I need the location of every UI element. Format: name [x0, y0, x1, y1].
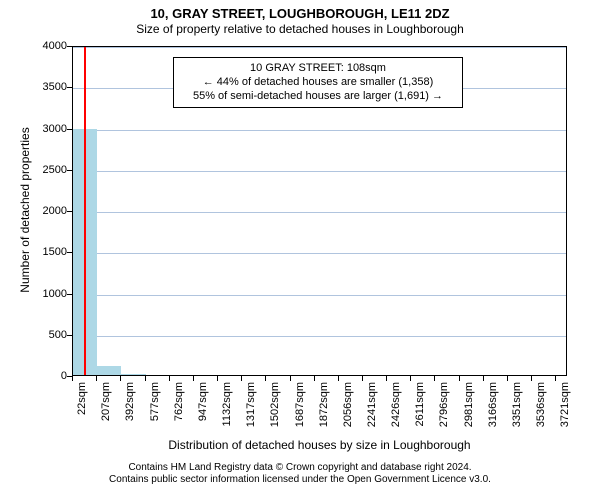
reference-line: [84, 47, 86, 375]
x-axis-ticks: 22sqm 207sqm 392sqm 577sqm 762sqm 947sqm 1132s…: [72, 376, 567, 436]
info-box: 10 GRAY STREET: 108sqm← 44% of detached …: [173, 57, 463, 108]
gridline: [73, 47, 566, 48]
x-tick-label: 2056sqm: [342, 382, 354, 427]
x-tick-mark: [362, 376, 363, 381]
x-tick-mark: [434, 376, 435, 381]
y-tick-mark: [67, 335, 72, 336]
y-tick-mark: [67, 211, 72, 212]
x-tick-label: 392sqm: [124, 382, 136, 421]
y-tick-label: 2000: [43, 205, 67, 217]
x-tick-mark: [145, 376, 146, 381]
y-tick-label: 3500: [43, 81, 67, 93]
x-tick-label: 1317sqm: [245, 382, 257, 427]
gridline: [73, 295, 566, 296]
y-tick-mark: [67, 87, 72, 88]
x-tick-mark: [459, 376, 460, 381]
x-tick-mark: [386, 376, 387, 381]
x-tick-label: 1502sqm: [269, 382, 281, 427]
x-tick-mark: [265, 376, 266, 381]
y-tick-mark: [67, 129, 72, 130]
x-tick-label: 1872sqm: [318, 382, 330, 427]
gridline: [73, 171, 566, 172]
footer: Contains HM Land Registry data © Crown c…: [0, 462, 600, 486]
histogram-bar: [121, 374, 145, 375]
gridline: [73, 212, 566, 213]
footer-line: Contains HM Land Registry data © Crown c…: [0, 462, 600, 474]
x-tick-mark: [72, 376, 73, 381]
x-tick-mark: [483, 376, 484, 381]
x-tick-label: 2796sqm: [438, 382, 450, 427]
y-tick-label: 500: [49, 329, 67, 341]
gridline: [73, 253, 566, 254]
y-axis-ticks: 05001000150020002500300035004000: [0, 46, 67, 376]
x-axis-label: Distribution of detached houses by size …: [72, 438, 567, 452]
x-tick-mark: [531, 376, 532, 381]
x-tick-mark: [555, 376, 556, 381]
y-tick-mark: [67, 170, 72, 171]
x-tick-label: 207sqm: [100, 382, 112, 421]
chart: 10 GRAY STREET: 108sqm← 44% of detached …: [0, 0, 600, 500]
x-tick-label: 22sqm: [76, 382, 88, 415]
y-tick-mark: [67, 252, 72, 253]
histogram-bar: [97, 366, 121, 375]
x-tick-label: 2611sqm: [414, 382, 426, 426]
x-tick-mark: [169, 376, 170, 381]
info-line: 55% of semi-detached houses are larger (…: [182, 90, 454, 104]
x-tick-label: 3351sqm: [511, 382, 523, 427]
x-tick-label: 1687sqm: [294, 382, 306, 427]
y-tick-label: 2500: [43, 164, 67, 176]
x-tick-mark: [217, 376, 218, 381]
y-axis-label: Number of detached properties: [18, 100, 32, 320]
x-tick-mark: [290, 376, 291, 381]
gridline: [73, 130, 566, 131]
x-tick-mark: [241, 376, 242, 381]
footer-line: Contains public sector information licen…: [0, 474, 600, 486]
x-tick-label: 762sqm: [173, 382, 185, 421]
gridline: [73, 336, 566, 337]
x-tick-label: 3166sqm: [487, 382, 499, 427]
x-tick-label: 1132sqm: [221, 382, 233, 426]
info-line: ← 44% of detached houses are smaller (1,…: [182, 76, 454, 90]
x-tick-label: 2981sqm: [463, 382, 475, 427]
y-tick-mark: [67, 294, 72, 295]
y-tick-label: 1500: [43, 246, 67, 258]
x-tick-label: 577sqm: [149, 382, 161, 421]
x-tick-mark: [314, 376, 315, 381]
x-tick-label: 2426sqm: [390, 382, 402, 427]
x-tick-label: 947sqm: [197, 382, 209, 421]
plot-area: 10 GRAY STREET: 108sqm← 44% of detached …: [72, 46, 567, 376]
y-tick-label: 4000: [43, 40, 67, 52]
x-tick-mark: [507, 376, 508, 381]
x-tick-mark: [338, 376, 339, 381]
x-tick-mark: [193, 376, 194, 381]
y-tick-mark: [67, 46, 72, 47]
y-tick-label: 3000: [43, 123, 67, 135]
info-line: 10 GRAY STREET: 108sqm: [182, 62, 454, 76]
y-tick-label: 1000: [43, 288, 67, 300]
x-tick-mark: [120, 376, 121, 381]
x-tick-mark: [96, 376, 97, 381]
x-tick-label: 3536sqm: [535, 382, 547, 427]
x-tick-label: 2241sqm: [366, 382, 378, 427]
x-tick-mark: [410, 376, 411, 381]
x-tick-label: 3721sqm: [559, 382, 571, 427]
